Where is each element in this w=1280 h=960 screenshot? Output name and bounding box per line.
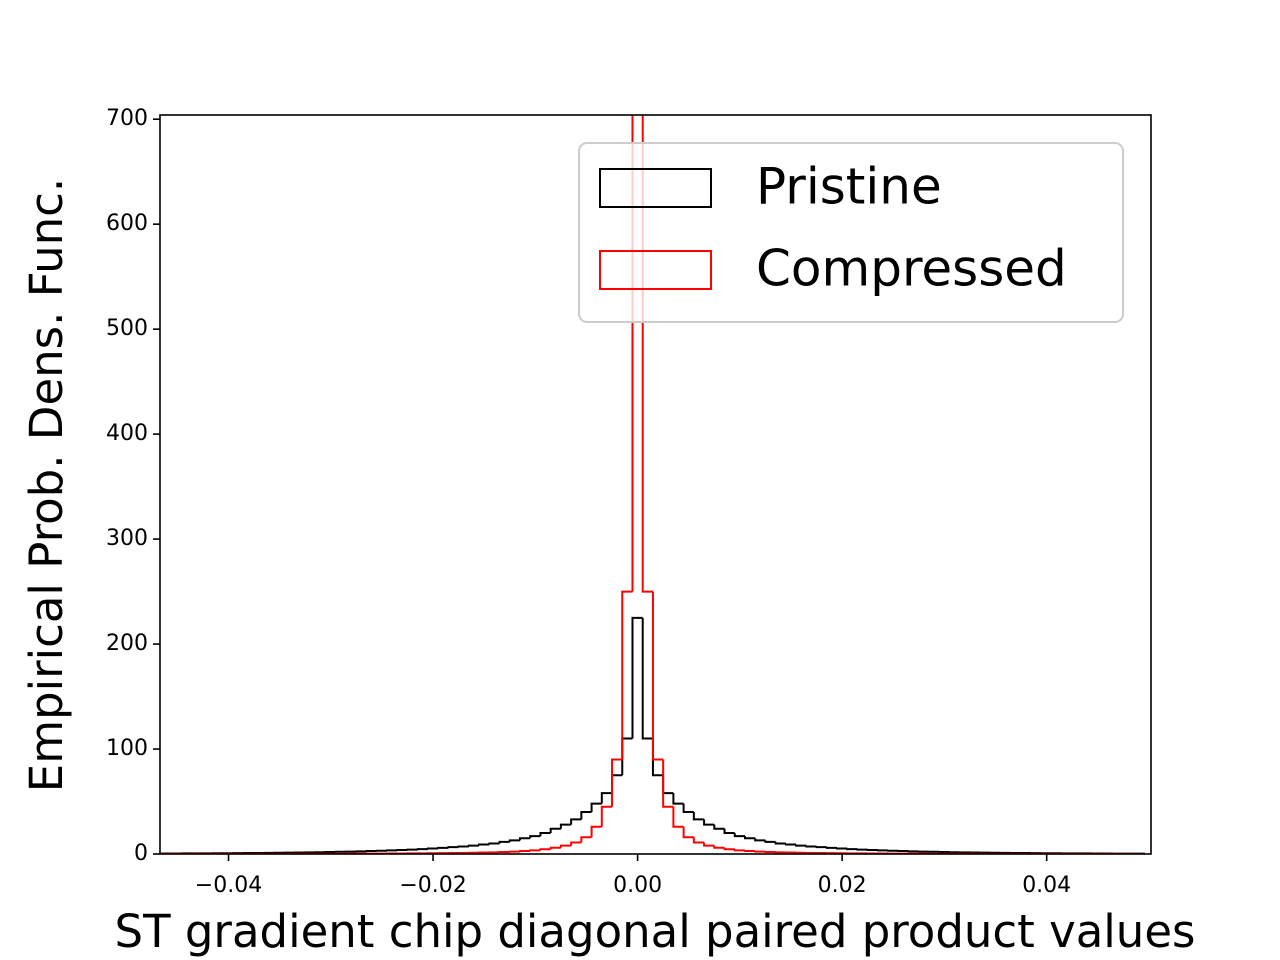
histogram-step <box>692 812 705 821</box>
y-tick-label: 500 <box>106 316 148 341</box>
histogram-step <box>549 827 561 834</box>
x-tick-label: 0.00 <box>613 873 662 898</box>
histogram-step <box>662 759 674 808</box>
y-tick-label: 400 <box>106 421 148 446</box>
histogram-step <box>488 842 500 845</box>
histogram-step <box>764 840 776 843</box>
y-tick-label: 300 <box>106 526 148 551</box>
histogram-step <box>580 836 592 843</box>
x-tick-label: 0.04 <box>1022 873 1071 898</box>
histogram-step <box>723 828 735 835</box>
histogram-step <box>754 838 766 842</box>
histogram-step <box>651 591 664 761</box>
histogram-step <box>713 824 725 830</box>
histogram-step <box>611 758 623 807</box>
axes-frame <box>159 114 1152 855</box>
x-tick-label: 0.02 <box>818 873 867 898</box>
histogram-step <box>733 833 745 838</box>
histogram-step <box>641 115 653 593</box>
histogram-step <box>692 837 705 844</box>
y-tick-label: 100 <box>106 736 148 761</box>
histogram-step <box>600 792 613 804</box>
histogram-step <box>539 848 551 851</box>
histogram-step <box>478 843 490 846</box>
histogram-step <box>580 811 592 820</box>
histogram-step <box>590 802 602 813</box>
histogram-step <box>621 590 633 760</box>
histogram-step <box>795 844 807 847</box>
histogram-step <box>559 844 572 848</box>
histogram-step <box>508 839 520 842</box>
histogram-step <box>549 846 561 850</box>
histogram-step <box>682 826 694 839</box>
legend-label: Compressed <box>756 240 1067 298</box>
legend-label: Pristine <box>756 158 942 216</box>
histogram-step <box>631 616 643 739</box>
histogram-step <box>529 849 541 852</box>
histogram-step <box>846 848 858 851</box>
histogram-step <box>703 842 715 847</box>
histogram-step <box>437 846 449 849</box>
histogram-step <box>672 806 684 828</box>
histogram-step <box>416 848 428 851</box>
histogram-step <box>856 848 868 851</box>
histogram-step <box>518 850 531 853</box>
histogram-step <box>723 847 735 851</box>
x-axis-label: ST gradient chip diagonal paired product… <box>115 905 1196 958</box>
y-tick-label: 0 <box>134 841 148 866</box>
histogram-step <box>600 805 613 827</box>
histogram-step <box>815 846 827 849</box>
legend-patch <box>599 250 712 290</box>
histogram-step <box>467 844 480 847</box>
y-tick-label: 700 <box>106 106 148 131</box>
histogram-step <box>784 843 797 846</box>
histogram-step <box>836 847 848 850</box>
histogram-step <box>447 846 459 849</box>
histogram-step <box>774 841 786 845</box>
histogram-step <box>805 845 817 848</box>
y-tick-label: 600 <box>106 211 148 236</box>
histogram-step <box>426 847 439 850</box>
histogram-step <box>590 825 602 838</box>
histogram-step <box>539 832 551 837</box>
histogram-step <box>703 819 715 826</box>
histogram-step <box>570 841 582 846</box>
histogram-step <box>743 836 756 840</box>
histogram-step <box>641 617 653 740</box>
histogram-step <box>529 835 541 839</box>
legend-patch <box>599 168 712 208</box>
x-tick-label: −0.04 <box>195 873 262 898</box>
y-tick-label: 200 <box>106 631 148 656</box>
histogram-step <box>713 845 725 849</box>
histogram-step <box>457 845 469 848</box>
histogram-step <box>559 823 572 829</box>
histogram-step <box>682 803 694 814</box>
histogram-step <box>672 793 684 805</box>
legend-box <box>578 142 1124 323</box>
x-tick-label: −0.02 <box>399 873 466 898</box>
histogram-step <box>733 849 745 852</box>
histogram-step <box>518 837 531 841</box>
histogram-step <box>570 818 582 825</box>
histogram-step <box>498 840 510 844</box>
y-axis-label: Empirical Prob. Dens. Func. <box>20 178 73 792</box>
histogram-step <box>754 850 766 853</box>
histogram-step <box>743 850 756 853</box>
histogram-step <box>825 846 838 849</box>
